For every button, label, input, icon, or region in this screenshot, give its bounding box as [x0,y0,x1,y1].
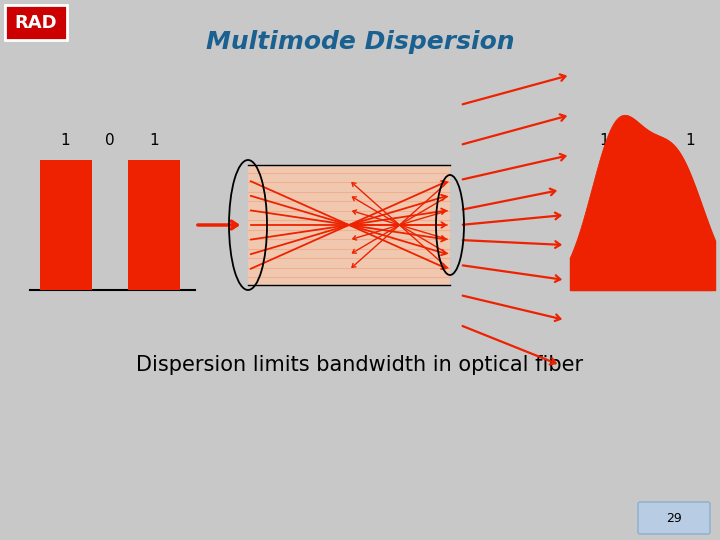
Text: 0: 0 [105,133,114,148]
Bar [248,165,450,285]
FancyBboxPatch shape [638,502,710,534]
Text: Multimode Dispersion: Multimode Dispersion [206,30,514,54]
FancyBboxPatch shape [5,5,67,40]
Bar [128,160,180,290]
Text: 1: 1 [685,133,695,148]
Text: RAD: RAD [14,14,58,32]
Text: Dispersion limits bandwidth in optical fiber: Dispersion limits bandwidth in optical f… [136,355,584,375]
Text: 1: 1 [149,133,159,148]
Text: 1: 1 [599,133,609,148]
Text: 1: 1 [60,133,70,148]
Text: 29: 29 [666,511,682,524]
Text: 1: 1 [643,133,653,148]
Bar [40,160,92,290]
